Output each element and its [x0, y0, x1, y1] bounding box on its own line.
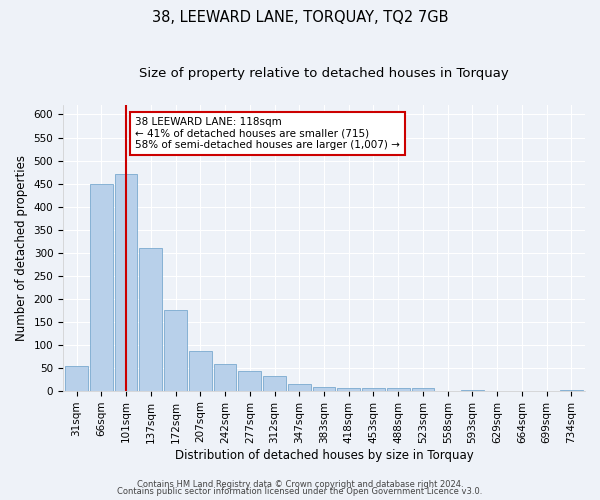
Bar — [288, 384, 311, 390]
Bar — [313, 387, 335, 390]
Bar — [412, 388, 434, 390]
Bar — [362, 388, 385, 390]
Text: 38 LEEWARD LANE: 118sqm
← 41% of detached houses are smaller (715)
58% of semi-d: 38 LEEWARD LANE: 118sqm ← 41% of detache… — [135, 117, 400, 150]
Bar — [387, 388, 410, 390]
Bar — [214, 364, 236, 390]
Bar — [189, 350, 212, 391]
Bar — [263, 376, 286, 390]
Bar — [337, 388, 360, 390]
Y-axis label: Number of detached properties: Number of detached properties — [15, 155, 28, 341]
X-axis label: Distribution of detached houses by size in Torquay: Distribution of detached houses by size … — [175, 450, 473, 462]
Bar — [90, 184, 113, 390]
Text: Contains HM Land Registry data © Crown copyright and database right 2024.: Contains HM Land Registry data © Crown c… — [137, 480, 463, 489]
Bar — [115, 174, 137, 390]
Bar — [139, 248, 162, 390]
Bar — [65, 366, 88, 390]
Bar — [238, 372, 261, 390]
Text: Contains public sector information licensed under the Open Government Licence v3: Contains public sector information licen… — [118, 487, 482, 496]
Bar — [164, 310, 187, 390]
Text: 38, LEEWARD LANE, TORQUAY, TQ2 7GB: 38, LEEWARD LANE, TORQUAY, TQ2 7GB — [152, 10, 448, 25]
Title: Size of property relative to detached houses in Torquay: Size of property relative to detached ho… — [139, 68, 509, 80]
